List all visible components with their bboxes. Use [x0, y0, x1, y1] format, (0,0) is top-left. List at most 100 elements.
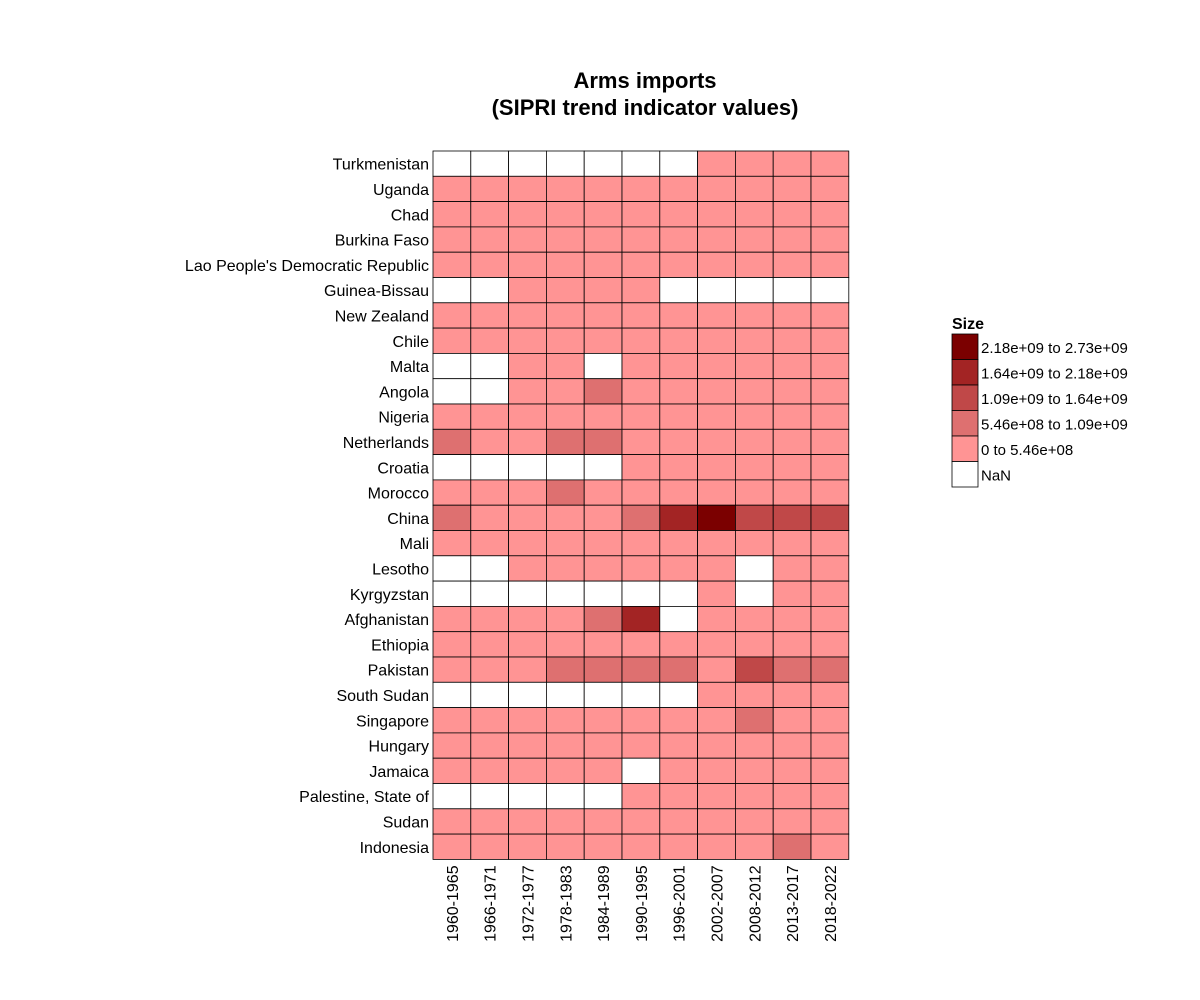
heatmap-cell: [470, 277, 509, 304]
heatmap-cell: [810, 226, 850, 253]
heatmap-cell: [621, 631, 661, 658]
heatmap-cell: [621, 530, 661, 557]
heatmap-cell: [546, 530, 585, 557]
heatmap-cell: [659, 327, 698, 354]
heatmap-cell: [546, 757, 585, 784]
heatmap-cell: [508, 454, 547, 481]
y-tick-label: Singapore: [356, 713, 429, 730]
heatmap-cell: [583, 428, 623, 455]
heatmap-cell: [546, 555, 585, 582]
heatmap-cell: [470, 732, 509, 759]
heatmap-cell: [546, 175, 585, 203]
heatmap-cell: [810, 530, 850, 557]
legend-swatch: [951, 333, 979, 360]
heatmap-cell: [470, 479, 509, 506]
heatmap-cell: [470, 251, 509, 278]
heatmap-cell: [659, 656, 698, 683]
heatmap-cell: [508, 251, 547, 278]
heatmap-cell: [432, 201, 472, 228]
heatmap-cell: [546, 454, 585, 481]
heatmap-cell: [659, 277, 698, 304]
y-tick-label: Hungary: [369, 739, 429, 756]
y-tick-label: New Zealand: [335, 308, 429, 325]
legend-swatch: [951, 359, 979, 386]
heatmap-cell: [697, 428, 736, 455]
heatmap-cell: [470, 783, 509, 810]
heatmap-cell: [546, 352, 585, 380]
heatmap-cell: [432, 808, 472, 835]
heatmap-cell: [772, 808, 812, 835]
heatmap-cell: [735, 783, 774, 810]
heatmap-cell: [546, 428, 585, 455]
heatmap-cell: [621, 201, 661, 228]
heatmap-cell: [810, 707, 850, 734]
heatmap-cell: [432, 403, 472, 430]
heatmap-cell: [546, 251, 585, 278]
chart-title-line-1: Arms imports: [573, 68, 716, 93]
x-tick-label: 1984-1989: [596, 865, 613, 942]
y-tick-label: Jamaica: [369, 764, 429, 781]
heatmap-cell: [470, 631, 509, 658]
heatmap-cell: [583, 201, 623, 228]
heatmap-cell: [508, 757, 547, 784]
heatmap-cell: [583, 530, 623, 557]
heatmap-cell: [697, 606, 736, 633]
y-tick-label: South Sudan: [336, 688, 429, 705]
heatmap-cell: [621, 251, 661, 278]
heatmap-cell: [583, 707, 623, 734]
heatmap-cell: [508, 656, 547, 683]
heatmap-cell: [772, 504, 812, 531]
heatmap-cell: [470, 454, 509, 481]
heatmap-cell: [546, 732, 585, 759]
heatmap-cell: [470, 656, 509, 683]
heatmap-cell: [810, 808, 850, 835]
heatmap-cell: [697, 504, 736, 531]
heatmap-cell: [772, 479, 812, 506]
y-tick-label: Pakistan: [368, 663, 429, 680]
heatmap-cell: [432, 707, 472, 734]
heatmap-cell: [508, 606, 547, 633]
y-tick-label: Chad: [391, 207, 429, 224]
heatmap-cell: [810, 732, 850, 759]
y-tick-label: Netherlands: [343, 435, 429, 452]
heatmap-cell: [772, 226, 812, 253]
heatmap-cell: [659, 403, 698, 430]
heatmap-cell: [697, 631, 736, 658]
heatmap-cell: [697, 707, 736, 734]
heatmap-cell: [583, 454, 623, 481]
heatmap-cell: [470, 555, 509, 582]
heatmap-cell: [621, 277, 661, 304]
heatmap-cell: [810, 251, 850, 278]
heatmap-cell: [735, 707, 774, 734]
y-tick-label: Afghanistan: [344, 612, 429, 629]
legend-label: 1.09e+09 to 1.64e+09: [981, 391, 1128, 408]
y-tick-label: China: [387, 511, 429, 528]
heatmap-cells: [432, 150, 850, 860]
heatmap-cell: [621, 302, 661, 329]
heatmap-cell: [546, 327, 585, 354]
heatmap-cell: [583, 783, 623, 810]
heatmap-cell: [697, 251, 736, 278]
heatmap-cell: [659, 428, 698, 455]
heatmap-cell: [621, 833, 661, 860]
heatmap-cell: [697, 530, 736, 557]
heatmap-cell: [432, 251, 472, 278]
heatmap-cell: [697, 681, 736, 708]
heatmap-cell: [546, 631, 585, 658]
heatmap-cell: [621, 757, 661, 784]
heatmap-cell: [583, 606, 623, 633]
heatmap-cell: [621, 656, 661, 683]
heatmap-cell: [772, 302, 812, 329]
y-tick-label: Palestine, State of: [299, 789, 429, 806]
heatmap-cell: [546, 504, 585, 531]
heatmap-cell: [659, 555, 698, 582]
heatmap-cell: [810, 757, 850, 784]
heatmap-cell: [432, 352, 472, 380]
heatmap-cell: [621, 580, 661, 607]
heatmap-cell: [697, 454, 736, 481]
heatmap-cell: [659, 302, 698, 329]
heatmap-cell: [583, 277, 623, 304]
heatmap-cell: [583, 656, 623, 683]
heatmap-cell: [697, 327, 736, 354]
heatmap-cell: [432, 454, 472, 481]
